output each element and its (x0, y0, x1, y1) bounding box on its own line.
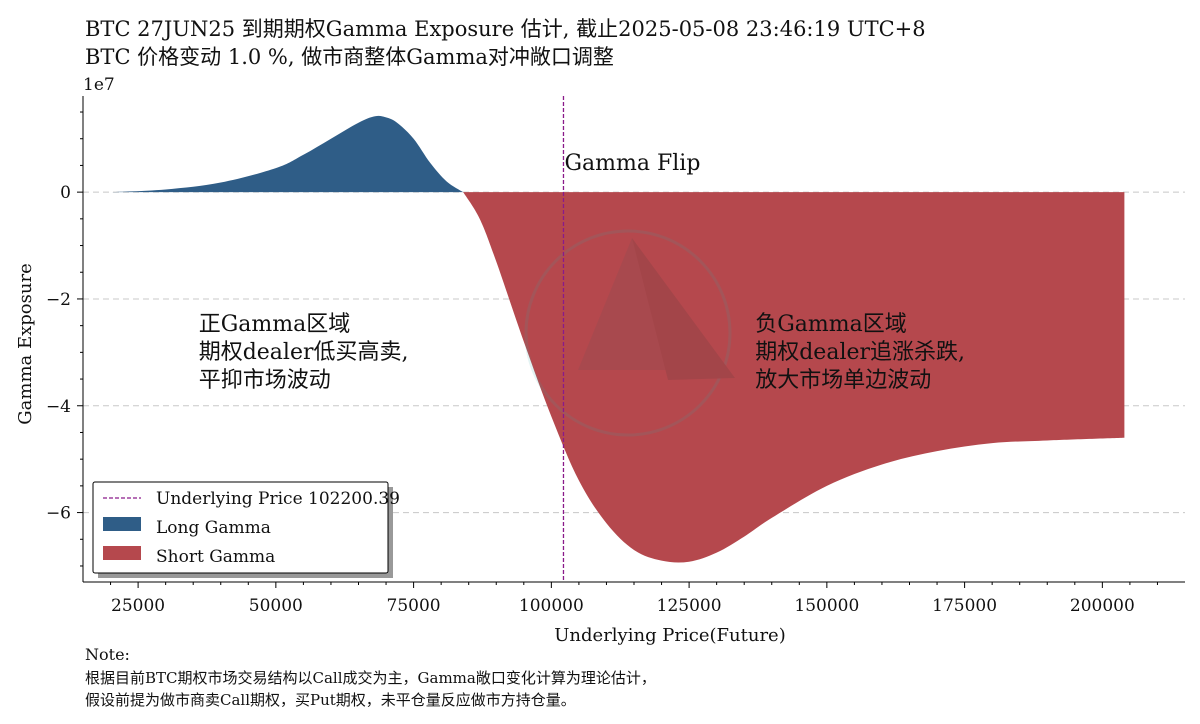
gamma-flip-label: Gamma Flip (564, 151, 700, 176)
watermark-triangle (578, 238, 700, 370)
annotation-positive-line: 平抑市场波动 (199, 368, 331, 393)
x-tick-label: 100000 (519, 596, 584, 616)
x-tick-label: 175000 (932, 596, 997, 616)
x-tick-label: 25000 (111, 596, 165, 616)
short-gamma-area (463, 192, 1125, 563)
legend: Underlying Price 102200.39 Long Gamma Shor… (92, 481, 400, 574)
x-tick-label: 50000 (249, 596, 303, 616)
y-tick-label: −6 (46, 504, 71, 524)
note-line-2: 假设前提为做市商卖Call期权，买Put期权，未平仓量反应做市方持仓量。 (85, 691, 576, 709)
watermark-logo (524, 229, 735, 437)
annotation-negative-line: 期权dealer追涨杀跌, (755, 340, 965, 365)
note-line-1: 根据目前BTC期权市场交易结构以Call成交为主，Gamma敞口变化计算为理论估… (85, 669, 656, 687)
watermark-triangle (632, 238, 735, 380)
x-tick-label: 75000 (387, 596, 441, 616)
annotation-negative-line: 放大市场单边波动 (755, 368, 931, 393)
note-label: Note: (85, 645, 130, 664)
x-tick-label: 125000 (657, 596, 722, 616)
legend-entry: Short Gamma (156, 547, 275, 567)
x-axis-label: Underlying Price(Future) (554, 625, 785, 646)
x-tick-label: 150000 (794, 596, 859, 616)
annotation-positive-line: 期权dealer低买高卖, (199, 340, 409, 365)
legend-entry: Long Gamma (156, 518, 271, 538)
legend-long-swatch (103, 517, 141, 531)
legend-short-swatch (103, 546, 141, 560)
x-tick-label: 200000 (1070, 596, 1135, 616)
y-scale-label: 1e7 (83, 75, 115, 95)
chart-subtitle: BTC 价格变动 1.0 %, 做市商整体Gamma对冲敞口调整 (85, 45, 614, 69)
annotation-negative-line: 负Gamma区域 (755, 312, 907, 337)
chart-title: BTC 27JUN25 到期期权Gamma Exposure 估计, 截止202… (85, 17, 926, 41)
y-tick-label: −2 (46, 290, 71, 310)
annotation-positive-line: 正Gamma区域 (199, 312, 351, 337)
y-tick-label: −4 (46, 397, 71, 417)
long-gamma-area (110, 115, 464, 193)
y-axis-label: Gamma Exposure (15, 263, 36, 424)
legend-entry: Underlying Price 102200.39 (156, 489, 400, 509)
legend-box (92, 481, 389, 574)
y-tick-label: 0 (60, 183, 71, 203)
watermark-circle (524, 229, 732, 437)
